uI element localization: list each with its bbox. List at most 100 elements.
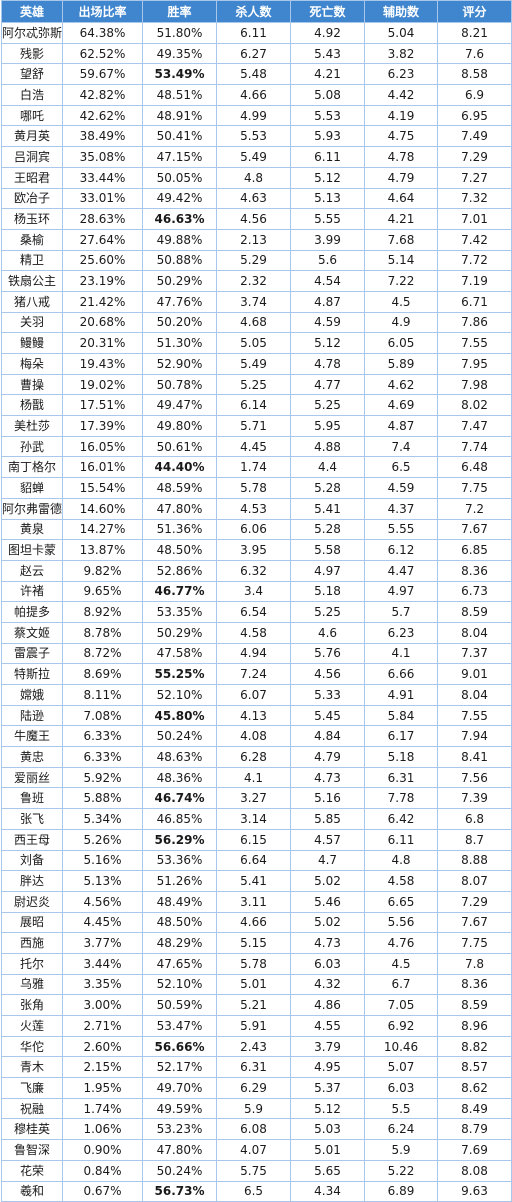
deaths-cell: 4.34 bbox=[290, 1180, 365, 1202]
win-rate-cell: 50.61% bbox=[142, 435, 217, 458]
table-row: 西施 3.77% 48.29% 5.15 4.73 4.76 7.75 bbox=[1, 932, 512, 954]
kills-cell: 6.28 bbox=[216, 746, 291, 768]
hero-name-cell: 火莲 bbox=[1, 1015, 63, 1037]
pick-rate-cell: 20.68% bbox=[62, 311, 143, 334]
hero-name-cell: 乌雅 bbox=[1, 973, 63, 996]
deaths-cell: 4.32 bbox=[290, 973, 365, 996]
table-row: 望舒 59.67% 53.49% 5.48 4.21 6.23 8.58 bbox=[1, 63, 512, 86]
assists-cell: 6.92 bbox=[364, 1015, 438, 1037]
win-rate-cell: 53.36% bbox=[142, 849, 217, 872]
table-row: 张飞 5.34% 46.85% 3.14 5.85 6.42 6.8 bbox=[1, 808, 512, 830]
deaths-cell: 4.59 bbox=[290, 311, 365, 334]
win-rate-cell: 47.76% bbox=[142, 290, 217, 313]
pick-rate-cell: 21.42% bbox=[62, 290, 143, 313]
deaths-cell: 5.28 bbox=[290, 477, 365, 499]
pick-rate-cell: 19.43% bbox=[62, 353, 143, 375]
assists-cell: 6.11 bbox=[364, 828, 438, 851]
win-rate-cell: 50.41% bbox=[142, 125, 217, 148]
hero-name-cell: 蔡文姬 bbox=[1, 621, 63, 644]
win-rate-cell: 47.58% bbox=[142, 642, 217, 665]
hero-name-cell: 黄忠 bbox=[1, 746, 63, 768]
hero-name-cell: 吕洞宾 bbox=[1, 146, 63, 168]
assists-cell: 5.14 bbox=[364, 249, 438, 272]
assists-cell: 4.87 bbox=[364, 415, 438, 437]
table-row: 羲和 0.67% 56.73% 6.5 4.34 6.89 9.63 bbox=[1, 1180, 512, 1202]
hero-name-cell: 飞廉 bbox=[1, 1077, 63, 1099]
score-cell: 6.9 bbox=[437, 84, 512, 106]
win-rate-cell: 47.15% bbox=[142, 146, 217, 168]
score-cell: 9.01 bbox=[437, 663, 512, 685]
score-cell: 7.67 bbox=[437, 518, 512, 541]
score-cell: 7.8 bbox=[437, 952, 512, 975]
win-rate-cell: 45.80% bbox=[142, 704, 217, 727]
table-row: 南丁格尔 16.01% 44.40% 1.74 4.4 6.5 6.48 bbox=[1, 456, 512, 479]
hero-name-cell: 鳗鳗 bbox=[1, 332, 63, 354]
table-row: 吕洞宾 35.08% 47.15% 5.49 6.11 4.78 7.29 bbox=[1, 146, 512, 168]
kills-cell: 4.1 bbox=[216, 766, 291, 789]
pick-rate-cell: 8.11% bbox=[62, 684, 143, 706]
win-rate-cell: 49.35% bbox=[142, 42, 217, 65]
assists-cell: 4.76 bbox=[364, 932, 438, 954]
deaths-cell: 4.86 bbox=[290, 994, 365, 1016]
kills-cell: 4.8 bbox=[216, 166, 291, 189]
deaths-cell: 4.21 bbox=[290, 63, 365, 86]
assists-cell: 4.62 bbox=[364, 373, 438, 396]
kills-cell: 3.74 bbox=[216, 290, 291, 313]
score-cell: 6.95 bbox=[437, 104, 512, 127]
hero-name-cell: 鲁班 bbox=[1, 787, 63, 810]
deaths-cell: 4.87 bbox=[290, 290, 365, 313]
deaths-cell: 5.93 bbox=[290, 125, 365, 148]
score-cell: 6.73 bbox=[437, 580, 512, 603]
deaths-cell: 4.79 bbox=[290, 746, 365, 768]
assists-cell: 4.5 bbox=[364, 290, 438, 313]
pick-rate-cell: 2.71% bbox=[62, 1015, 143, 1037]
pick-rate-cell: 8.78% bbox=[62, 621, 143, 644]
pick-rate-cell: 14.60% bbox=[62, 497, 143, 520]
kills-cell: 1.74 bbox=[216, 456, 291, 479]
assists-cell: 4.64 bbox=[364, 187, 438, 210]
win-rate-cell: 52.17% bbox=[142, 1056, 217, 1079]
win-rate-cell: 52.10% bbox=[142, 684, 217, 706]
deaths-cell: 5.12 bbox=[290, 332, 365, 354]
win-rate-cell: 50.24% bbox=[142, 1159, 217, 1182]
kills-cell: 5.48 bbox=[216, 63, 291, 86]
score-cell: 7.39 bbox=[437, 787, 512, 810]
header-row: 英雄 出场比率 胜率 杀人数 死亡数 辅助数 评分 bbox=[1, 0, 512, 23]
assists-cell: 4.59 bbox=[364, 477, 438, 499]
score-cell: 7.29 bbox=[437, 146, 512, 168]
assists-cell: 6.31 bbox=[364, 766, 438, 789]
deaths-cell: 4.4 bbox=[290, 456, 365, 479]
pick-rate-cell: 7.08% bbox=[62, 704, 143, 727]
kills-cell: 5.21 bbox=[216, 994, 291, 1016]
hero-name-cell: 尉迟炎 bbox=[1, 890, 63, 913]
score-cell: 7.69 bbox=[437, 1139, 512, 1161]
hero-name-cell: 张飞 bbox=[1, 808, 63, 830]
table-row: 飞廉 1.95% 49.70% 6.29 5.37 6.03 8.62 bbox=[1, 1077, 512, 1099]
kills-cell: 5.41 bbox=[216, 870, 291, 892]
score-cell: 8.82 bbox=[437, 1035, 512, 1058]
kills-cell: 5.91 bbox=[216, 1015, 291, 1037]
score-cell: 7.42 bbox=[437, 228, 512, 251]
deaths-cell: 5.41 bbox=[290, 497, 365, 520]
column-header-win-rate: 胜率 bbox=[142, 0, 217, 23]
deaths-cell: 4.92 bbox=[290, 22, 365, 44]
column-header-deaths: 死亡数 bbox=[290, 0, 365, 23]
table-row: 展昭 4.45% 48.50% 4.66 5.02 5.56 7.67 bbox=[1, 911, 512, 934]
assists-cell: 6.24 bbox=[364, 1118, 438, 1141]
kills-cell: 6.32 bbox=[216, 559, 291, 582]
table-row: 尉迟炎 4.56% 48.49% 3.11 5.46 6.65 7.29 bbox=[1, 890, 512, 913]
kills-cell: 6.06 bbox=[216, 518, 291, 541]
kills-cell: 5.71 bbox=[216, 415, 291, 437]
deaths-cell: 4.78 bbox=[290, 353, 365, 375]
hero-name-cell: 欧冶子 bbox=[1, 187, 63, 210]
pick-rate-cell: 0.84% bbox=[62, 1159, 143, 1182]
assists-cell: 4.91 bbox=[364, 684, 438, 706]
hero-name-cell: 关羽 bbox=[1, 311, 63, 334]
hero-name-cell: 嫦娥 bbox=[1, 684, 63, 706]
score-cell: 7.55 bbox=[437, 704, 512, 727]
pick-rate-cell: 1.74% bbox=[62, 1097, 143, 1120]
hero-name-cell: 阿尔弗雷德 bbox=[1, 497, 63, 520]
kills-cell: 2.43 bbox=[216, 1035, 291, 1058]
assists-cell: 4.9 bbox=[364, 311, 438, 334]
win-rate-cell: 44.40% bbox=[142, 456, 217, 479]
